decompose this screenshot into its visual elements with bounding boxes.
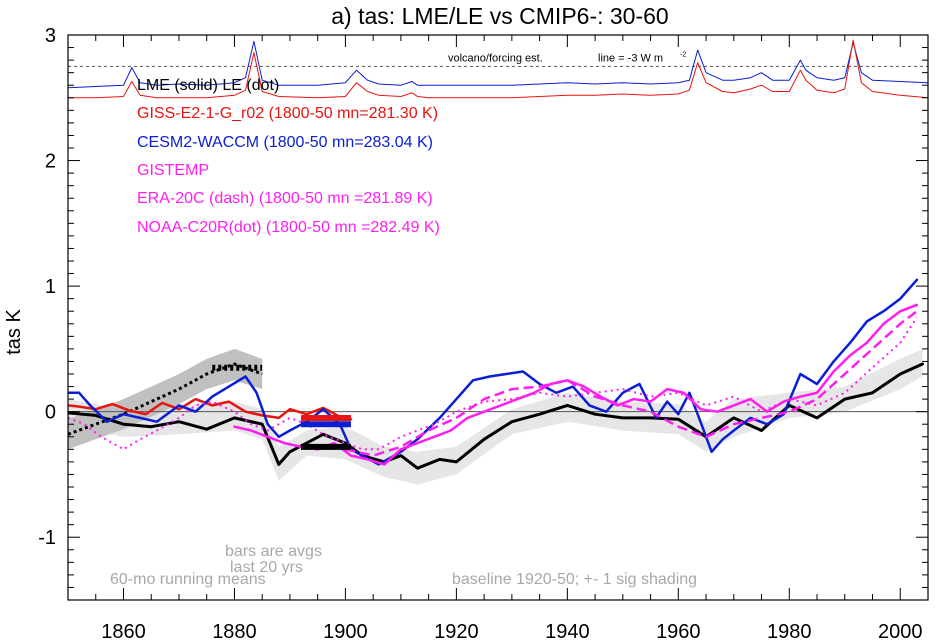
x-tick-label-1900: 1900	[323, 621, 368, 641]
x-tick-label-1920: 1920	[434, 621, 479, 641]
legend-entry-4: ERA-20C (dash) (1800-50 mn =281.89 K)	[137, 190, 433, 207]
y-tick-label-1: 0	[45, 402, 56, 424]
reference-line-note-sup: -2	[680, 51, 686, 58]
series-line-3	[68, 362, 263, 436]
series-line-1	[68, 39, 928, 99]
annotation-running-mean: 60-mo running means	[110, 571, 266, 588]
annotation-baseline: baseline 1920-50; +- 1 sig shading	[452, 571, 697, 588]
series-line-5	[68, 278, 919, 466]
plot-frame	[67, 34, 929, 601]
series-line-2	[68, 362, 924, 470]
shading-band-1	[68, 348, 263, 450]
series-line-6	[233, 303, 919, 466]
annotation-bars-note: bars are avgs	[225, 543, 322, 560]
series-line-0	[68, 40, 928, 89]
x-tick-label-1940: 1940	[545, 621, 590, 641]
reference-line-note: line = -3 W m	[598, 52, 663, 64]
plot-area: 1860 1880 1900 1920 1940 1960 1980 2000 -1 0 1 2 3 vo…	[38, 25, 929, 641]
x-tick-label-2000: 2000	[878, 621, 923, 641]
y-tick-label-3: 2	[45, 151, 56, 173]
y-tick-label-4: 3	[45, 25, 56, 47]
legend-entry-5: NOAA-C20R(dot) (1800-50 mn =282.49 K)	[137, 219, 440, 236]
y-axis-label: tas K	[3, 309, 25, 355]
x-tick-label-1960: 1960	[656, 621, 701, 641]
legend-entry-1: GISS-E2-1-G_r02 (1800-50 mn=281.30 K)	[137, 105, 438, 122]
x-tick-label-1980: 1980	[767, 621, 812, 641]
legend-entry-3: GISTEMP	[137, 162, 209, 179]
series-line-7	[345, 310, 918, 457]
annotation-bars-note-2: last 20 yrs	[230, 559, 303, 576]
y-tick-label-2: 1	[45, 276, 56, 298]
legend-entry-0: LME (solid) LE (dot)	[137, 77, 279, 94]
series-line-4	[68, 397, 353, 421]
reference-line-label: volcano/forcing est.	[448, 52, 543, 64]
shading-band-0	[68, 348, 923, 485]
y-tick-label-0: -1	[38, 527, 56, 549]
data-layer	[68, 39, 928, 485]
chart-title: a) tas: LME/LE vs CMIP6-: 30-60	[331, 3, 668, 29]
legend-entry-2: CESM2-WACCM (1800-50 mn=283.04 K)	[137, 134, 433, 151]
x-tick-label-1860: 1860	[101, 621, 146, 641]
x-tick-label-1880: 1880	[212, 621, 257, 641]
